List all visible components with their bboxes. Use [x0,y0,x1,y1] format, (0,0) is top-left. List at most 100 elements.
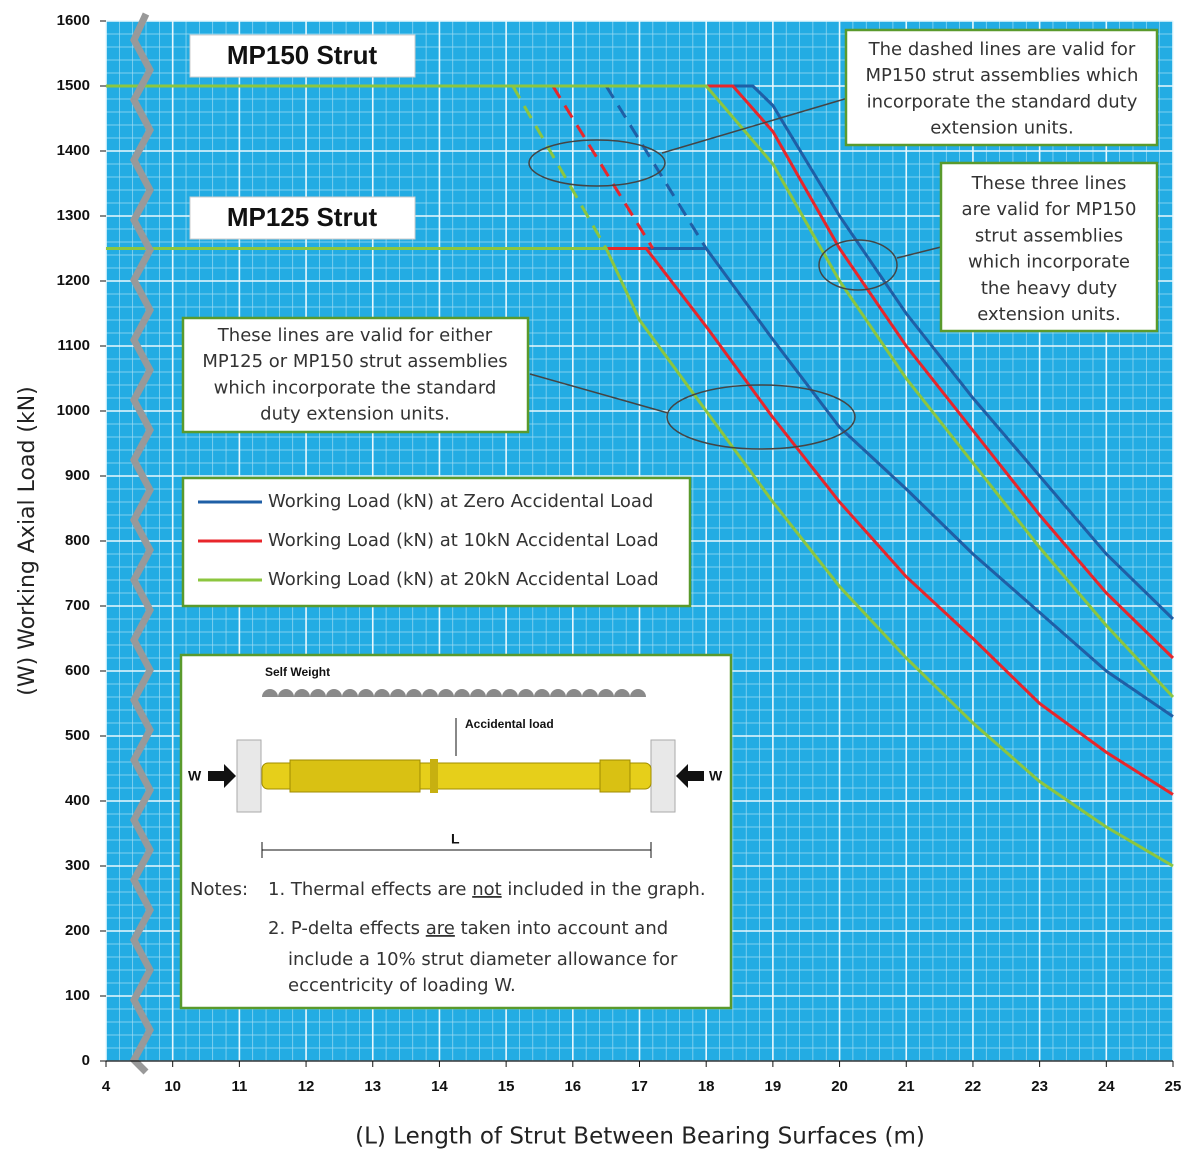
note: 1. Thermal effects are not included in t… [268,879,706,900]
y-tick-label: 1100 [57,337,90,354]
callout-text: strut assemblies [975,225,1123,246]
strut-label: MP125 Strut [227,202,378,232]
y-axis-title: (W) Working Axial Load (kN) [15,386,40,696]
x-tick-label: 20 [831,1078,848,1095]
y-tick-label: 400 [65,792,90,809]
callout-leader [661,97,849,154]
callout-ellipse [818,239,898,291]
series-line [106,84,1175,621]
callout-ellipse [666,384,856,450]
x-tick-label: 10 [164,1078,181,1095]
axis-break [129,12,154,1075]
x-tick-label: 11 [231,1078,247,1095]
y-tick-label: 1000 [57,402,90,419]
note: eccentricity of loading W. [288,975,516,996]
callout-text: MP125 or MP150 strut assemblies [202,351,507,372]
callout-text: which incorporate the standard [214,377,497,398]
callout-box [844,28,1159,147]
callout-text: which incorporate [968,252,1130,273]
x-tick-label: 12 [298,1078,315,1095]
note: 2. P-delta effects are taken into accoun… [268,918,668,939]
y-tick-label: 0 [82,1052,90,1069]
strut-part [430,759,438,793]
note-text: included in the graph. [502,879,706,900]
callout-text: incorporate the standard duty [867,91,1138,112]
y-tick-label: 300 [65,857,90,874]
strut-part [599,759,631,793]
note: include a 10% strut diameter allowance f… [288,949,678,970]
callout-box [181,316,530,434]
x-tick-label: 17 [631,1078,648,1095]
diagram-label: W [188,768,202,784]
callout-text: These lines are valid for either [217,325,493,346]
diagram-label: Self Weight [265,665,330,679]
strut-label: MP150 Strut [227,40,378,70]
y-tick-label: 700 [65,597,90,614]
x-tick-label: 25 [1165,1078,1182,1095]
note-text: taken into account and [455,918,668,939]
x-tick-label: 19 [765,1078,782,1095]
series-line [604,85,708,250]
wall [650,739,676,813]
series-line [511,85,608,250]
callout-leader [896,246,942,259]
notes-heading: Notes: [190,879,248,900]
label-box [189,34,416,78]
callout-text: These three lines [971,173,1127,194]
y-tick-label: 200 [65,922,90,939]
y-tick-label: 1500 [57,77,90,94]
diagram-label: Accidental load [465,717,554,731]
callout-ellipse [528,139,666,187]
series-line [551,85,655,250]
wall [236,739,262,813]
legend-label: Working Load (kN) at 10kN Accidental Loa… [268,530,659,551]
callout-text: extension units. [977,304,1120,325]
callout-text: duty extension units. [260,404,450,425]
y-tick-label: 1600 [57,12,90,29]
strut-part [289,759,421,793]
x-tick-label: 15 [498,1078,515,1095]
x-tick-label: 24 [1098,1078,1115,1095]
note-text: are [426,918,455,939]
x-tick-label: 13 [364,1078,381,1095]
series-line [106,247,1174,718]
note-text: 1. Thermal effects are [268,879,472,900]
x-axis-title: (L) Length of Strut Between Bearing Surf… [355,1124,925,1150]
callout-text: the heavy duty [981,278,1118,299]
note-text: 2. P-delta effects [268,918,426,939]
x-tick-label: 16 [564,1078,581,1095]
series-line [106,247,1174,868]
x-tick-label: 23 [1031,1078,1048,1095]
y-tick-label: 1200 [57,272,90,289]
callout-text: The dashed lines are valid for [868,39,1136,60]
diagram-box [179,653,733,1010]
callout-text: extension units. [930,118,1073,139]
self-weight-load [262,689,646,697]
y-tick-label: 900 [65,467,90,484]
legend [181,476,692,608]
callout-text: MP150 strut assemblies which [866,65,1139,86]
x-tick-label: 21 [898,1078,915,1095]
y-tick-label: 100 [65,987,90,1004]
y-tick-label: 600 [65,662,90,679]
y-tick-label: 800 [65,532,90,549]
note-text: not [472,879,501,900]
callout-box [939,161,1159,333]
y-tick-label: 1400 [57,142,90,159]
callout-leader [529,373,669,414]
legend-label: Working Load (kN) at Zero Accidental Loa… [268,491,653,512]
callout-text: are valid for MP150 [962,199,1137,220]
label-box [189,196,416,240]
legend-label: Working Load (kN) at 20kN Accidental Loa… [268,569,659,590]
series-line [106,84,1175,699]
strut-diagram [208,689,704,858]
x-tick-label: 18 [698,1078,715,1095]
diagram-label: L [451,831,460,847]
series-line [106,247,1174,796]
y-tick-label: 1300 [57,207,90,224]
x-tick-label: 14 [431,1078,448,1095]
x-tick-label: 4 [102,1078,111,1095]
series-line [106,84,1175,660]
diagram-label: W [709,768,723,784]
x-tick-label: 22 [965,1078,982,1095]
